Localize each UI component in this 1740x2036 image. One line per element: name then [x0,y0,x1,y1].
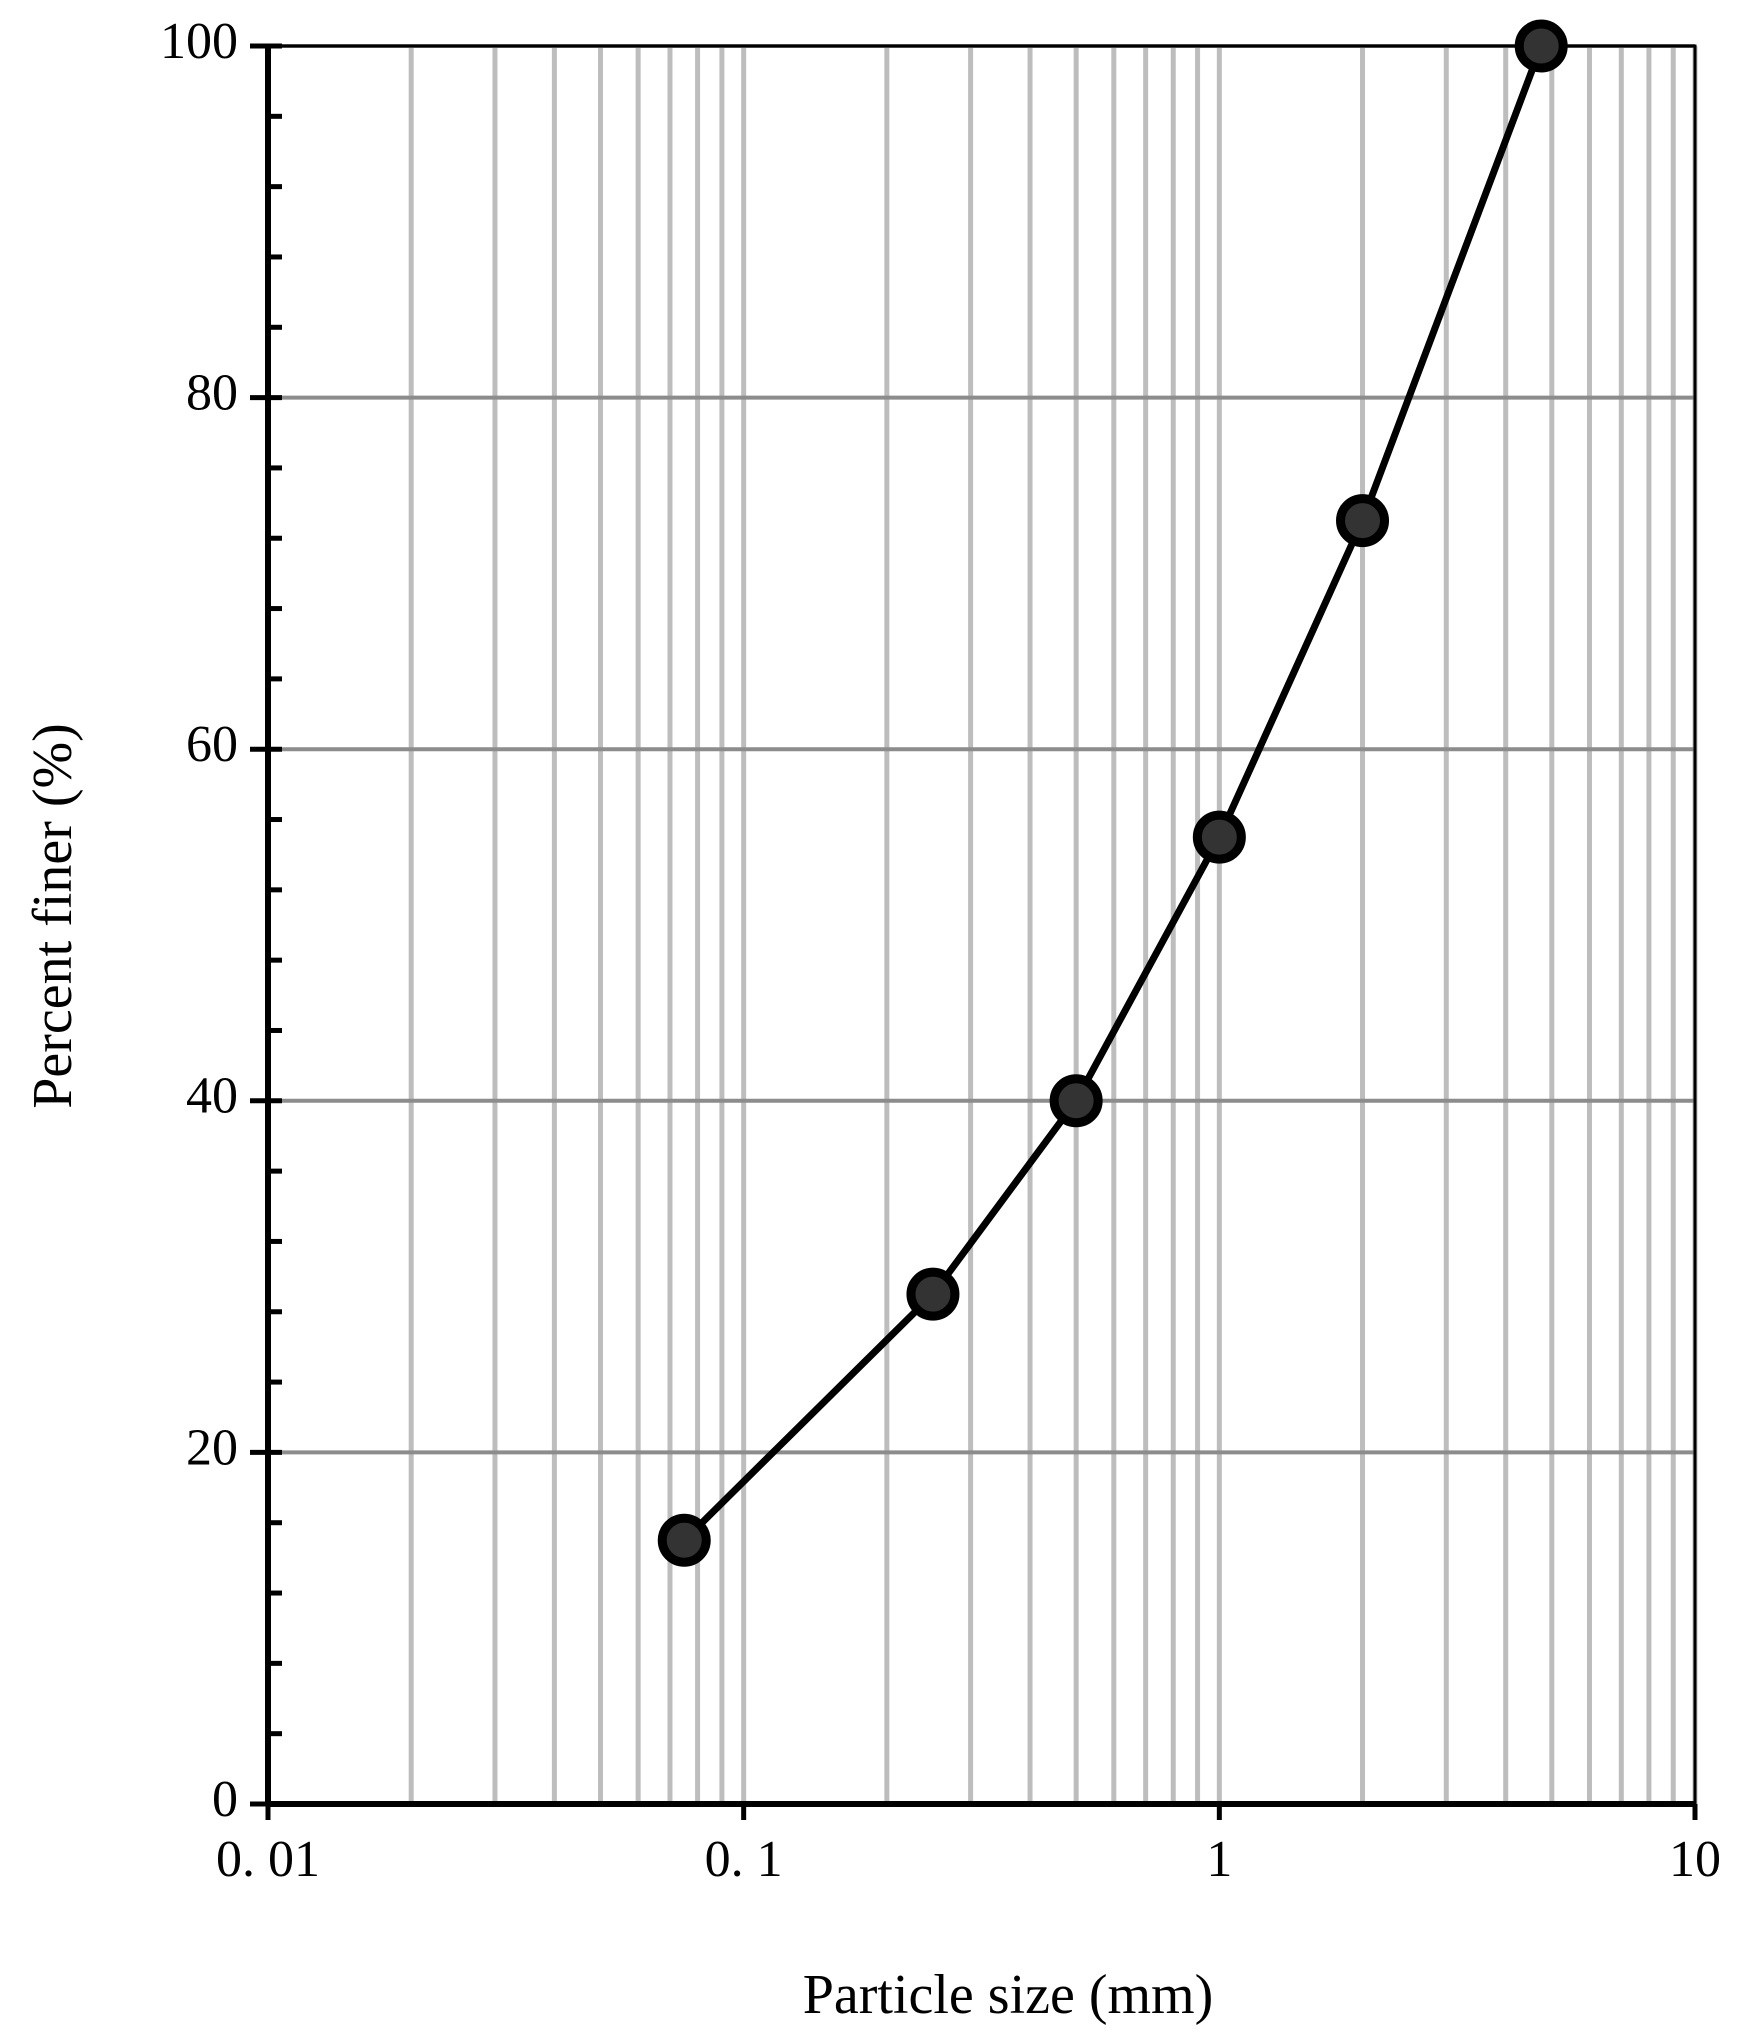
x-tick-label: 10 [1669,1831,1721,1888]
x-tick-label: 1 [1206,1831,1232,1888]
y-tick-label: 80 [186,365,238,422]
data-point [1049,1074,1103,1128]
data-point [1514,19,1568,73]
data-point [906,1267,960,1321]
y-tick-label: 20 [186,1419,238,1476]
y-tick-label: 100 [160,13,238,70]
data-point [657,1513,711,1567]
x-tick-label: 0. 01 [216,1831,320,1888]
data-point [1336,494,1390,548]
data-point [1192,810,1246,864]
series-line [681,44,1545,1543]
y-axis-title: Percent finer (%) [22,723,84,1109]
x-tick-label: 0. 1 [705,1831,783,1888]
y-tick-label: 0 [212,1771,238,1828]
y-tick-label: 40 [186,1068,238,1125]
plot-frame [266,44,1697,1806]
y-tick-label: 60 [186,716,238,773]
x-axis-title: Particle size (mm) [803,1964,1214,2026]
